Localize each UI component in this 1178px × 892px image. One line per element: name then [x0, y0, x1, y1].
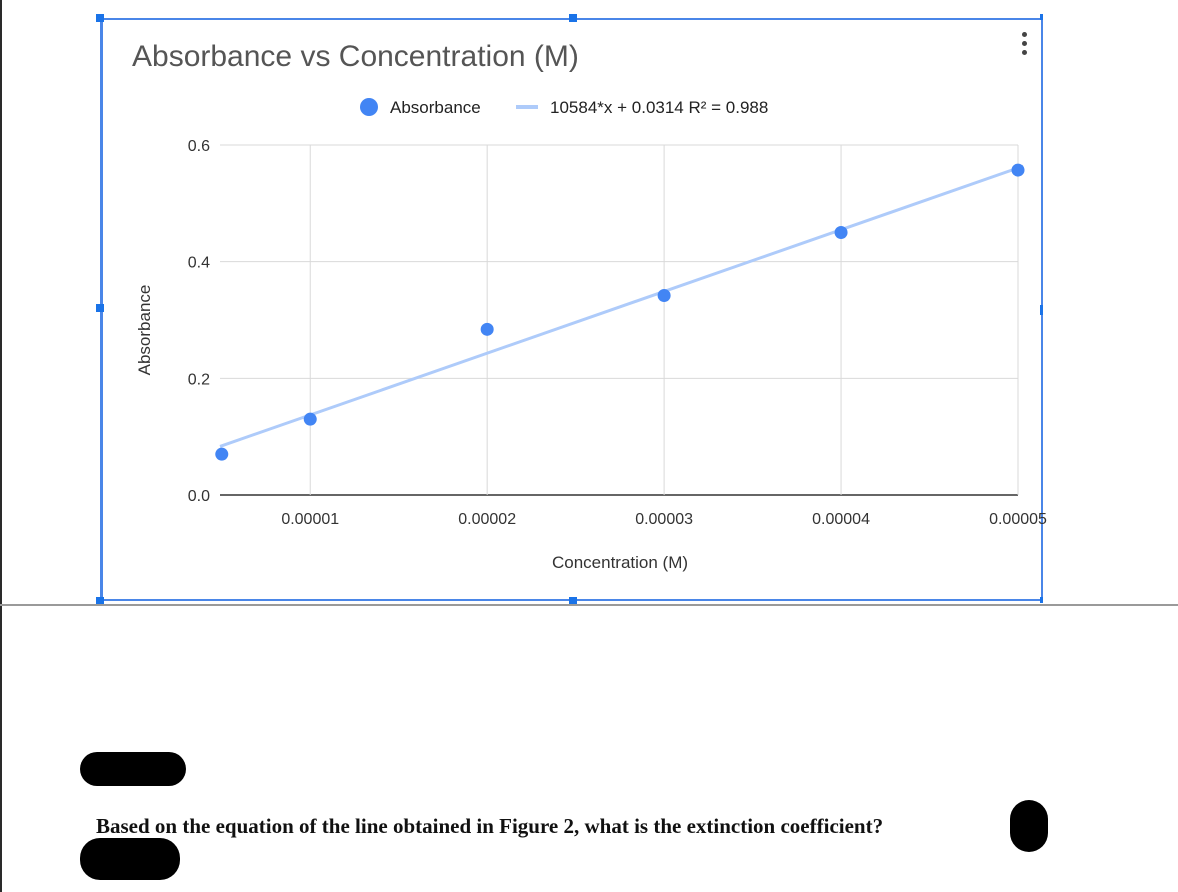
- page-divider: [0, 604, 1178, 606]
- x-tick-label: 0.00002: [458, 511, 516, 528]
- legend-label-absorbance: Absorbance: [390, 98, 481, 117]
- chart-legend: Absorbance 10584*x + 0.0314 R² = 0.988: [360, 98, 768, 117]
- redaction-mark: [80, 838, 180, 880]
- resize-handle-left[interactable]: [96, 304, 104, 312]
- resize-handle-right[interactable]: [1040, 305, 1043, 315]
- resize-handle-top[interactable]: [569, 14, 577, 22]
- chart-gridlines: [220, 144, 1019, 496]
- menu-dot: [1021, 31, 1027, 37]
- menu-dot: [1021, 49, 1027, 55]
- chart-title: Absorbance vs Concentration (M): [132, 40, 579, 73]
- y-tick-label: 0.0: [188, 488, 210, 505]
- data-point: [834, 226, 848, 239]
- legend-label-trendline: 10584*x + 0.0314 R² = 0.988: [550, 98, 768, 117]
- question-text: Based on the equation of the line obtain…: [96, 814, 884, 838]
- y-tick-label: 0.2: [188, 371, 210, 388]
- resize-handle-bottom[interactable]: [569, 597, 577, 605]
- chart-more-options-icon[interactable]: [1014, 26, 1034, 60]
- y-tick-labels: 0.0 0.2 0.4 0.6: [188, 138, 210, 505]
- x-tick-label: 0.00003: [635, 511, 693, 528]
- redaction-mark: [1010, 800, 1048, 852]
- data-point: [480, 322, 494, 336]
- y-tick-label: 0.6: [188, 138, 210, 155]
- data-point: [657, 289, 671, 302]
- x-tick-label: 0.00001: [281, 511, 339, 528]
- menu-dot: [1021, 40, 1027, 46]
- y-axis-label: Absorbance: [135, 285, 154, 376]
- data-point: [1011, 163, 1025, 177]
- resize-handle-top-left[interactable]: [96, 14, 104, 22]
- x-tick-label: 0.00005: [989, 511, 1047, 528]
- trendline: [219, 164, 1024, 448]
- resize-handle-bottom-left[interactable]: [96, 597, 104, 605]
- x-tick-label: 0.00004: [812, 511, 870, 528]
- trendline-layer: [219, 164, 1024, 448]
- data-points: [215, 163, 1025, 461]
- data-point: [303, 412, 317, 426]
- y-tick-label: 0.4: [188, 255, 210, 272]
- legend-marker-absorbance: [360, 98, 378, 116]
- resize-handle-top-right[interactable]: [1040, 14, 1043, 20]
- x-tick-labels: 0.00001 0.00002 0.00003 0.00004 0.00005: [281, 511, 1047, 528]
- x-axis-label: Concentration (M): [552, 553, 688, 572]
- resize-handle-bottom-right[interactable]: [1040, 597, 1043, 603]
- data-point: [215, 447, 229, 461]
- page-left-edge: [0, 0, 2, 892]
- redaction-mark: [80, 752, 186, 786]
